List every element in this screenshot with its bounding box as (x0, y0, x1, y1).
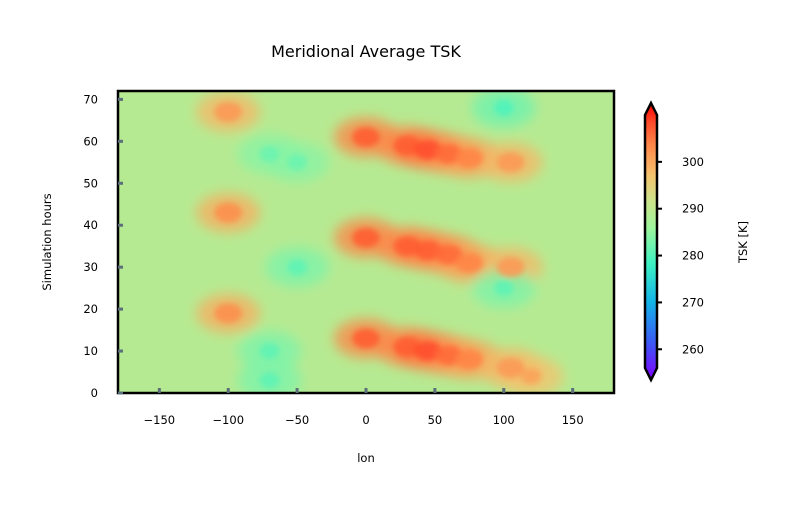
y-tick-label: 20 (83, 302, 98, 316)
heatmap-cell-13 (455, 252, 484, 273)
colorbar-tick-label: 260 (682, 342, 704, 356)
heatmap-cell-19 (455, 349, 484, 370)
heatmap-cell-3 (352, 127, 380, 148)
colorbar-tick-label: 280 (682, 249, 704, 263)
colorbar-tick-label: 300 (682, 155, 704, 169)
heatmap-cell-15 (352, 328, 380, 349)
y-tick-label: 70 (83, 92, 98, 106)
y-tick-label: 40 (83, 218, 98, 232)
x-tick-label: 100 (493, 413, 515, 427)
x-tick-label: −150 (144, 413, 176, 427)
heatmap-cell-2 (214, 303, 243, 324)
chart-title: Meridional Average TSK (271, 42, 461, 61)
heatmap-cell-22 (493, 99, 514, 116)
y-tick-label: 60 (83, 134, 98, 148)
colorbar-ticks: 260 270 280 290 300 (657, 155, 704, 356)
heatmap-cell-26 (287, 259, 308, 276)
heatmap-cell-0 (214, 101, 243, 122)
heatmap-plot-area (118, 91, 614, 393)
x-tick-label: 0 (362, 413, 369, 427)
heatmap-cell-25 (259, 343, 280, 360)
heatmap-cell-14 (496, 257, 525, 278)
y-tick-label: 0 (91, 386, 98, 400)
heatmap-cell-23 (493, 280, 514, 297)
x-axis-label: lon (357, 451, 375, 465)
y-axis-label: Simulation hours (40, 193, 54, 290)
y-tick-label: 10 (83, 344, 98, 358)
x-tick-label: 150 (562, 413, 584, 427)
heatmap-cell-9 (352, 227, 380, 248)
heatmap-cell-21 (521, 368, 542, 385)
y-tick-label: 50 (83, 176, 98, 190)
heatmap-cell-24 (259, 145, 280, 162)
colorbar-tick-label: 270 (682, 295, 704, 309)
x-tick-label: 50 (428, 413, 443, 427)
heatmap-cell-28 (259, 372, 280, 389)
x-axis: −150 −100 −50 0 50 100 150 (144, 388, 584, 427)
heatmap-cell-1 (214, 202, 243, 223)
y-axis: 0 10 20 30 40 50 60 70 (83, 92, 123, 400)
colorbar-label: TSK [K] (736, 221, 750, 264)
heatmap-cell-27 (287, 154, 308, 171)
colorbar-tick-label: 290 (682, 202, 704, 216)
x-tick-label: −50 (285, 413, 309, 427)
heatmap-cell-12 (434, 244, 463, 265)
colorbar-body (643, 100, 659, 383)
heatmap-cell-20 (496, 357, 525, 378)
heatmap-cell-7 (455, 148, 484, 169)
heatmap-cell-8 (496, 152, 525, 173)
x-tick-label: −100 (212, 413, 244, 427)
y-tick-label: 30 (83, 260, 98, 274)
colorbar: 260 270 280 290 300 TSK [K] (643, 100, 750, 383)
